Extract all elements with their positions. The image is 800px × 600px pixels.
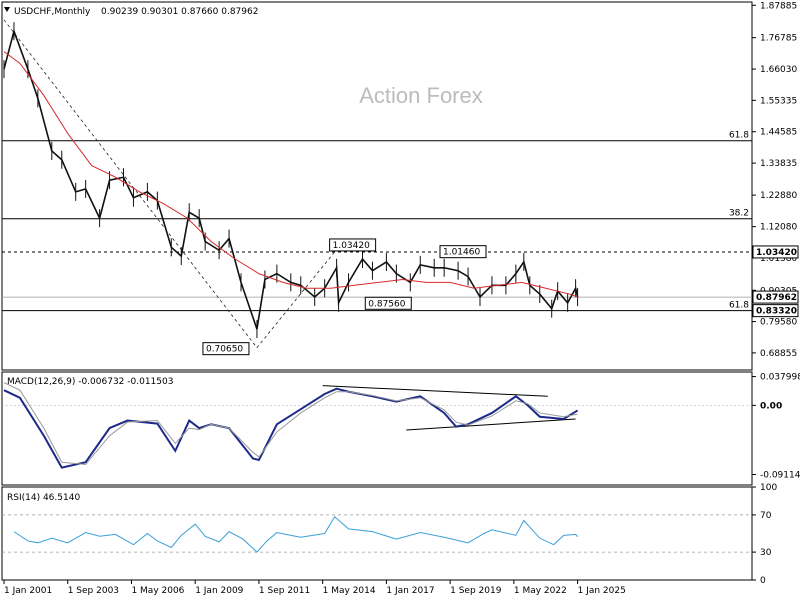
rsi-pane-border — [1, 486, 753, 581]
price-annotation-box — [364, 296, 412, 310]
macd-pane-border — [1, 371, 753, 486]
moving-average-line — [3, 51, 578, 298]
fibo-level-label: 38.2 — [729, 209, 749, 219]
price-series-line — [3, 28, 579, 330]
macd-axis-label: 0.037998 — [760, 373, 800, 383]
trend-line — [3, 19, 335, 349]
price-axis-label: 1.44585 — [760, 128, 797, 138]
rsi-axis-label: 70 — [760, 511, 772, 521]
price-axis-label: 1.55335 — [760, 96, 797, 106]
price-level-box — [752, 245, 799, 259]
price-level-box-label: 0.87962 — [756, 293, 797, 303]
price-axis-label: 1.87885 — [760, 1, 797, 11]
macd-signal-line — [3, 382, 578, 466]
macd-line — [3, 387, 579, 469]
rsi-line — [13, 515, 578, 553]
time-axis-label: 1 Sep 2011 — [259, 586, 310, 596]
main-chart-title: USDCHF,Monthly — [14, 7, 91, 17]
price-level-box-label: 1.03420 — [756, 248, 797, 258]
time-axis-label: 1 Jan 2025 — [578, 586, 626, 596]
levels-layer — [2, 140, 752, 553]
time-axis-label: 1 Sep 2003 — [68, 586, 119, 596]
price-annotation-box — [202, 342, 250, 356]
macd-title: MACD(12,26,9) -0.006732 -0.011503 — [7, 377, 173, 387]
macd-trend-line — [406, 418, 576, 431]
time-axis-label: 1 Jan 2001 — [4, 586, 52, 596]
price-annotation: 0.70650 — [206, 345, 243, 355]
time-axis-label: 1 Jan 2009 — [195, 586, 243, 596]
time-axis-label: 1 May 2014 — [323, 586, 376, 596]
price-axis-label: 0.68855 — [760, 349, 797, 359]
rsi-title: RSI(14) 46.5140 — [7, 493, 80, 503]
price-annotation: 0.87560 — [368, 299, 405, 309]
time-axis-label: 1 May 2006 — [131, 586, 184, 596]
price-axis-label: 1.76785 — [760, 34, 797, 44]
price-axis-label: 0.79580 — [760, 318, 797, 328]
price-level-box — [752, 304, 799, 318]
price-level-box — [752, 290, 799, 304]
collapse-arrow-icon[interactable] — [4, 7, 10, 12]
rsi-axis-label: 30 — [760, 548, 772, 558]
price-annotation: 1.01460 — [443, 248, 480, 258]
time-axis-label: 1 Jan 2017 — [386, 586, 434, 596]
fibo-level-label: 61.8 — [729, 301, 749, 311]
price-annotation: 1.03420 — [333, 241, 370, 251]
time-axis-label: 1 Sep 2019 — [450, 586, 502, 596]
price-level-box-label: 0.83320 — [756, 307, 797, 317]
price-axis-label: 1.01380 — [760, 254, 797, 264]
rsi-axis-label: 100 — [760, 483, 777, 493]
price-axis-label: 1.12080 — [760, 223, 797, 233]
series-layer — [3, 19, 579, 553]
price-annotation-box — [329, 238, 377, 252]
price-axis-label: 1.22880 — [760, 191, 797, 201]
watermark: Action Forex — [359, 83, 483, 108]
price-axis-label: 1.33835 — [760, 159, 797, 169]
macd-axis-label: -0.091147 — [760, 470, 800, 480]
price-axis-label: 1.66030 — [760, 65, 797, 75]
macd-axis-label: 0.00 — [760, 401, 782, 411]
price-annotation-box — [439, 245, 487, 259]
rsi-axis-label: 0 — [760, 576, 766, 586]
time-axis-label: 1 May 2022 — [514, 586, 567, 596]
macd-trend-line — [322, 385, 548, 397]
fibo-level-label: 61.8 — [729, 131, 749, 141]
main-pane-border — [1, 1, 753, 371]
labels-layer: 1.87885 1.76785 1.66030 1.55335 1.44585 1.338… — [4, 1, 800, 596]
ohlc-readout: 0.90239 0.90301 0.87660 0.87962 — [101, 7, 258, 17]
